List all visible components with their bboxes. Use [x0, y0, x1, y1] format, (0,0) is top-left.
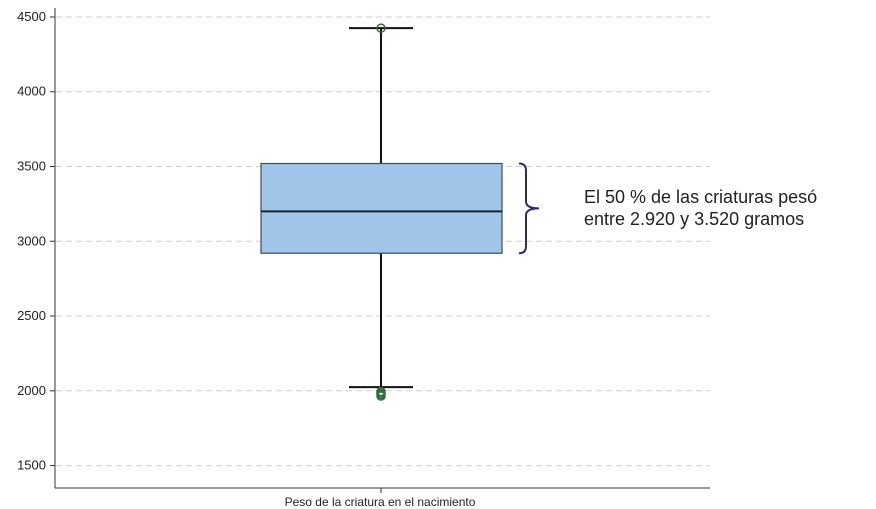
y-tick-label-2500: 2500 [17, 308, 46, 323]
brace-layer [518, 162, 540, 255]
y-tick-label-2000: 2000 [17, 383, 46, 398]
outlier-point-0 [376, 23, 386, 33]
annotation-line-1: El 50 % de las criaturas pesó [584, 187, 817, 207]
axis-layer [54, 8, 710, 489]
y-tick-label-3000: 3000 [17, 233, 46, 248]
grid-layer [56, 16, 710, 467]
brace-annotation [518, 162, 540, 255]
y-tick-label-3500: 3500 [17, 159, 46, 174]
plot-layer [260, 23, 503, 401]
y-tick-label-4500: 4500 [17, 9, 46, 24]
iqr-box [260, 162, 503, 254]
outlier-point-4 [376, 391, 386, 401]
y-tick-label-1500: 1500 [17, 458, 46, 473]
annotation-line-2: entre 2.920 y 3.520 gramos [584, 209, 804, 229]
x-axis-label: Peso de la criatura en el nacimiento [285, 495, 476, 509]
y-tick-label-4000: 4000 [17, 84, 46, 99]
y-tick-layer: 1500 2000 2500 3000 3500 4000 4500 [17, 9, 382, 493]
